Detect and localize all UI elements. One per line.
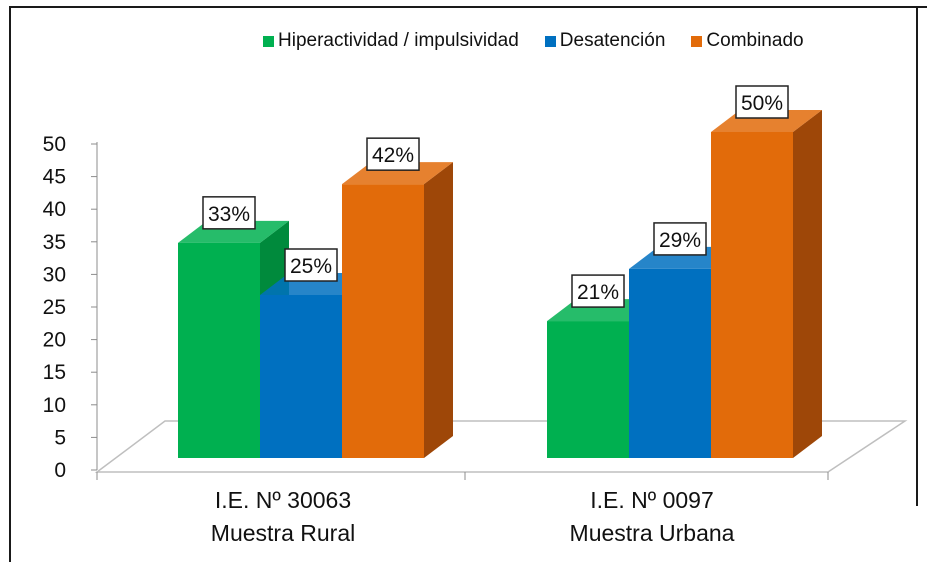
frame-border-right [916,6,918,506]
bar [342,184,424,458]
legend-item-desatencion: Desatención [544,30,666,52]
data-label: 50% [741,92,783,115]
data-label-box [735,85,789,119]
legend-swatch-hiperactividad [263,35,274,47]
x-category-label: I.E. Nº 0097 [590,487,713,513]
y-tick-label: 45 [43,166,66,189]
legend-label-desatencion: Desatención [559,30,666,51]
legend-label-combinado: Combinado [706,30,804,51]
bar [260,295,342,458]
y-tick-label: 10 [43,394,66,417]
y-tick-label: 0 [54,459,66,482]
y-tick-label: 35 [43,231,66,254]
bar-side [424,162,453,458]
data-label-box [284,248,338,282]
data-label: 33% [208,203,250,226]
bar-side [793,110,822,458]
y-tick-label: 25 [43,296,66,319]
y-tick-label: 5 [54,426,66,449]
x-category-label: I.E. Nº 30063 [215,487,351,513]
y-tick-label: 15 [43,361,66,384]
data-label-box [653,222,707,256]
y-tick-label: 30 [43,263,66,286]
y-tick-label: 20 [43,329,66,352]
legend-swatch-combinado [691,35,703,47]
y-tick-label: 40 [43,198,66,221]
legend-item-combinado: Combinado [691,30,804,52]
y-tick-label: 50 [43,133,66,156]
data-label-box [366,137,420,171]
data-label: 21% [577,281,619,304]
bar [547,321,629,458]
legend-item-hiperactividad: Hiperactividad / impulsividad [263,30,519,52]
legend: Hiperactividad / impulsividad Desatenció… [263,30,804,52]
legend-label-hiperactividad: Hiperactividad / impulsividad [278,30,519,51]
frame-border-left [9,6,11,562]
legend-swatch-desatencion [544,35,556,47]
bar [629,268,711,458]
frame-border-top [9,6,927,8]
data-label: 25% [290,255,332,278]
bar [178,242,260,458]
data-label-box [202,196,256,230]
x-category-label: Muestra Urbana [570,520,735,546]
data-label-box [571,274,625,308]
bar [711,132,793,458]
data-label: 42% [372,144,414,167]
x-category-label: Muestra Rural [211,520,355,546]
data-label: 29% [659,229,701,252]
